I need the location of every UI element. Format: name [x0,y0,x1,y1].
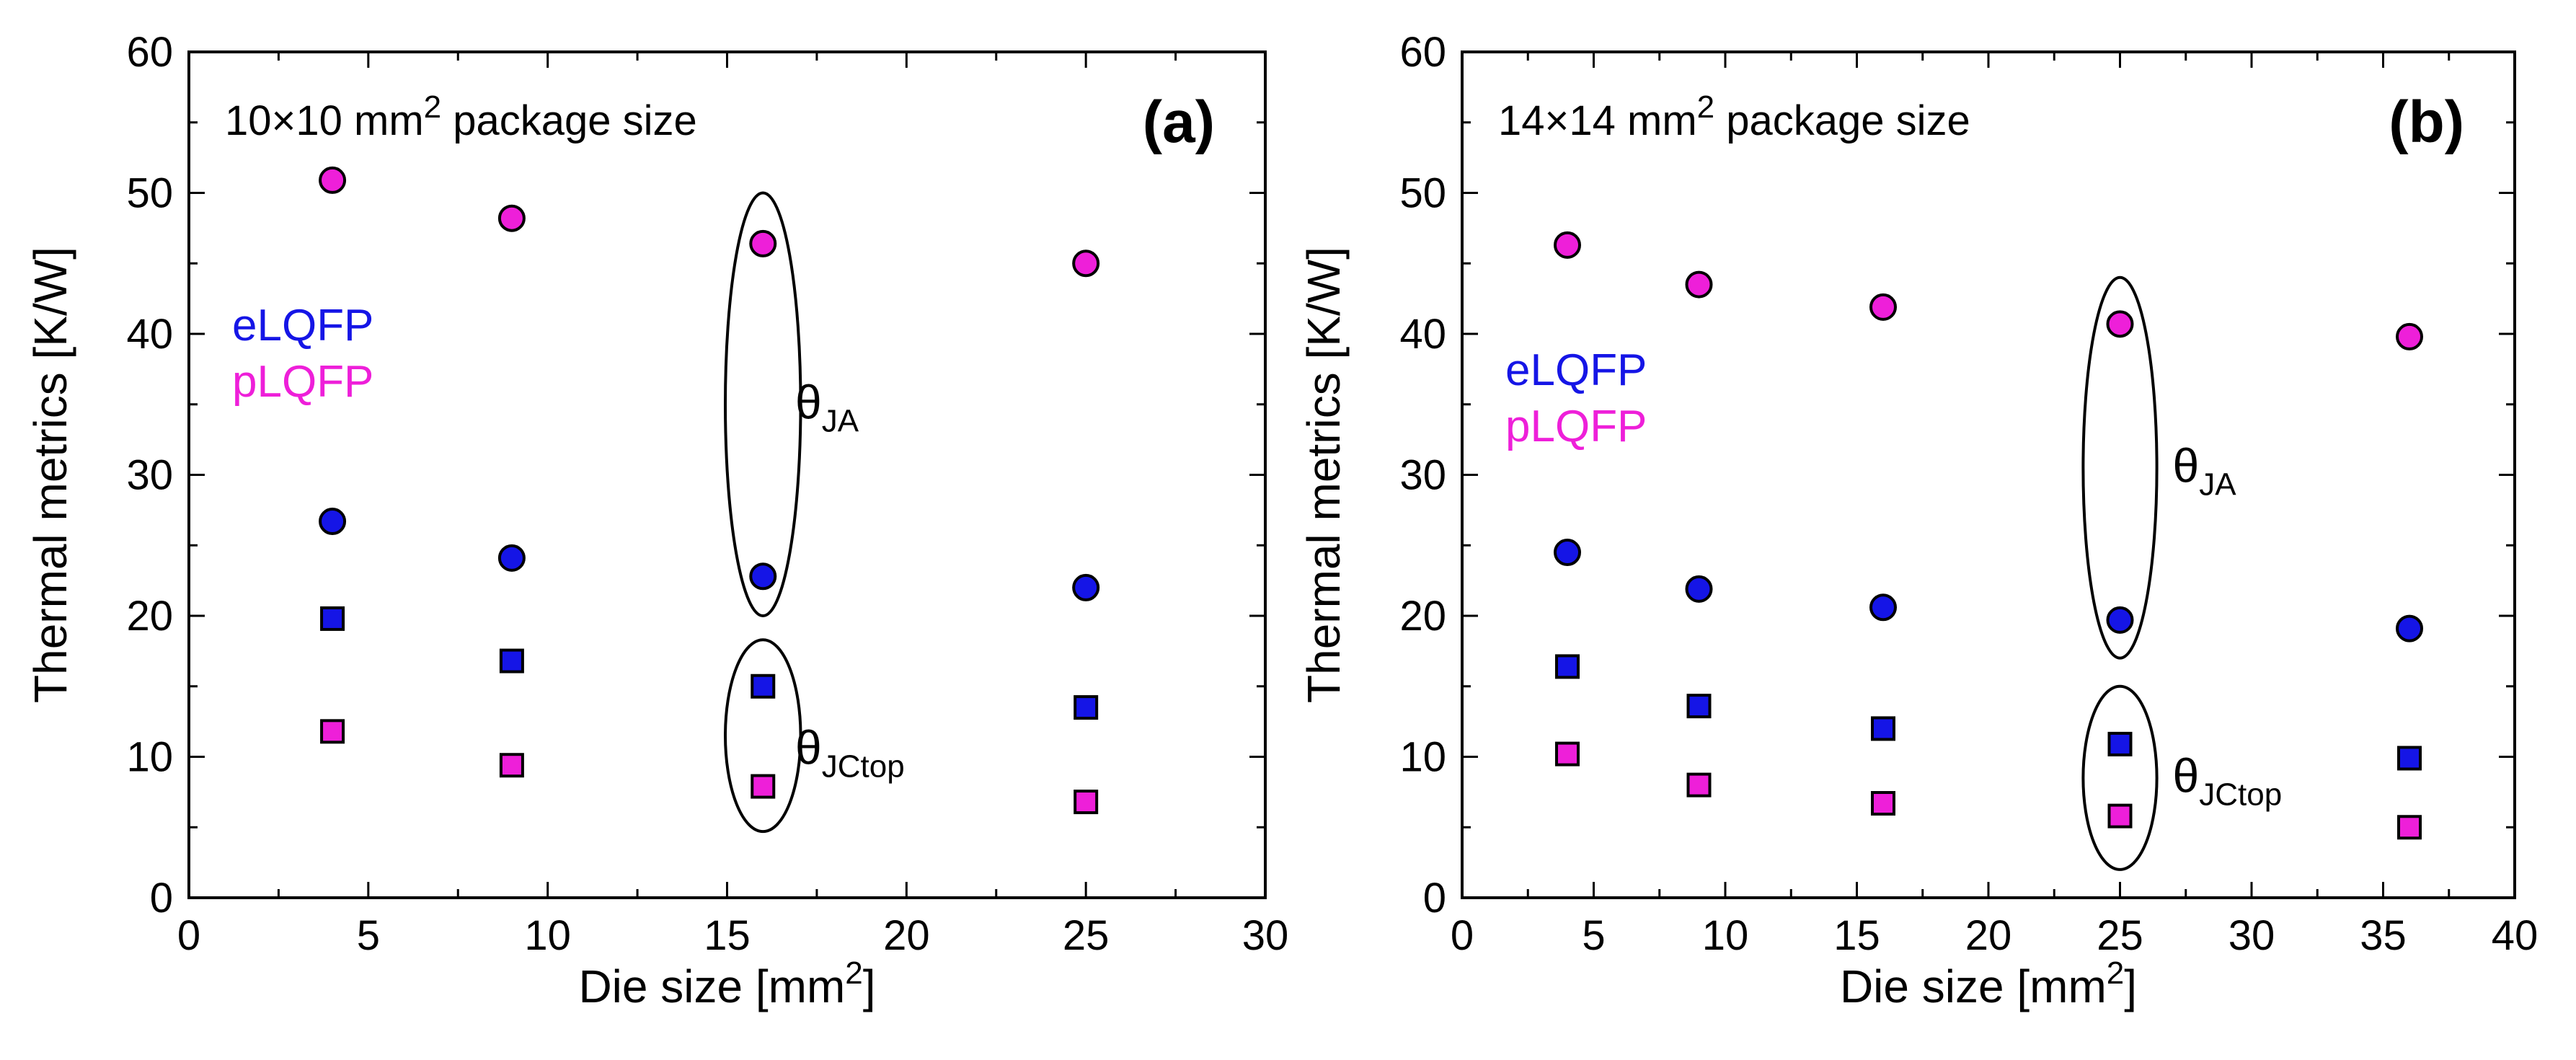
data-point-circle [2396,322,2423,350]
data-point-circle [1072,249,1100,278]
theta-jctop-label: θJCtop [795,720,905,784]
x-tick-label: 10 [1702,912,1749,959]
data-point-square [1686,772,1712,798]
data-point-square [1074,695,1099,720]
data-point-square [751,673,776,699]
data-point-circle [2396,614,2423,642]
legend-elqfp: eLQFP [232,301,373,350]
x-axis-title: Die size [mm2] [1840,955,2137,1012]
x-tick-label: 5 [1582,912,1605,959]
data-point-circle [1685,270,1713,299]
data-point-circle [1869,593,1897,622]
chart-panel-a: 0 5 10 15 20 25 30 0 10 20 30 40 50 60 Die size [mm2] T… [25,29,1288,1012]
y-tick-label: 40 [126,311,173,358]
data-point-circle [1554,231,1581,259]
x-tick-label: 20 [1965,912,2012,959]
theta-jctop-ellipse [724,638,802,834]
y-tick-label: 0 [1423,875,1446,922]
data-point-square [1686,694,1712,719]
theta-ja-label: θJA [2173,438,2237,502]
x-tick-label: 0 [1451,912,1474,959]
y-tick-label: 20 [1399,593,1446,640]
data-point-square [320,719,345,744]
y-tick-label: 40 [1399,311,1446,358]
data-point-square [1555,654,1580,679]
legend-plqfp: pLQFP [232,357,373,407]
y-tick-label: 20 [126,593,173,640]
x-tick-label: 15 [704,912,751,959]
y-tick-label: 10 [126,734,173,781]
x-tick-label: 25 [2097,912,2143,959]
x-tick-label: 0 [177,912,200,959]
x-tick-label: 40 [2492,912,2539,959]
x-tick-label: 30 [2228,912,2275,959]
data-point-square [1555,741,1580,767]
data-point-circle [1554,539,1581,567]
y-tick-label: 60 [126,29,173,76]
data-point-square [499,753,524,778]
y-tick-label: 50 [1399,170,1446,217]
data-point-circle [319,508,347,536]
data-point-square [2397,746,2422,771]
data-point-square [1074,790,1099,815]
panel-label: (a) [1143,89,1215,155]
data-point-square [1871,791,1895,816]
data-point-square [751,774,776,799]
x-axis-title: Die size [mm2] [578,955,875,1012]
y-tick-label: 30 [1399,452,1446,499]
x-tick-label: 15 [1833,912,1880,959]
data-point-square [1871,716,1895,741]
data-point-circle [749,229,777,257]
data-point-circle [2106,606,2134,634]
data-point-circle [1685,575,1713,603]
legend-elqfp: eLQFP [1505,345,1647,395]
x-tick-label: 10 [524,912,571,959]
data-point-circle [497,544,526,572]
legend-plqfp: pLQFP [1505,402,1647,451]
x-tick-label: 20 [883,912,930,959]
package-size-label: 10×10 mm2 package size [225,89,697,144]
data-point-square [320,606,345,631]
data-point-circle [1072,573,1100,601]
data-point-circle [319,166,347,194]
y-tick-label: 0 [150,875,173,922]
data-point-circle [497,204,526,232]
panel-label: (b) [2389,89,2464,155]
theta-jctop-ellipse [2081,684,2159,871]
y-tick-label: 50 [126,170,173,217]
data-point-square [2107,731,2133,756]
theta-jctop-label: θJCtop [2173,748,2283,812]
x-tick-label: 35 [2360,912,2407,959]
y-axis-title: Thermal metrics [K/W] [1298,247,1350,703]
data-point-square [2107,803,2133,829]
x-tick-label: 25 [1063,912,1110,959]
y-tick-label: 60 [1399,29,1446,76]
data-point-circle [1869,293,1897,321]
theta-ja-ellipse [724,191,802,617]
plot-frame [1461,50,2516,899]
y-tick-label: 30 [126,452,173,499]
data-point-circle [2106,310,2134,338]
package-size-label: 14×14 mm2 package size [1498,89,1970,144]
y-tick-label: 10 [1399,734,1446,781]
data-point-square [2397,815,2422,840]
data-point-circle [749,562,777,591]
y-axis-title: Thermal metrics [K/W] [25,247,76,703]
x-tick-label: 5 [357,912,380,959]
chart-panel-b: 0 5 10 15 20 25 30 35 40 0 10 20 30 40 50 60 Die size [m… [1298,29,2538,1012]
theta-ja-ellipse [2081,275,2159,660]
x-tick-label: 30 [1242,912,1289,959]
data-point-square [499,648,524,673]
theta-ja-label: θJA [795,375,859,438]
